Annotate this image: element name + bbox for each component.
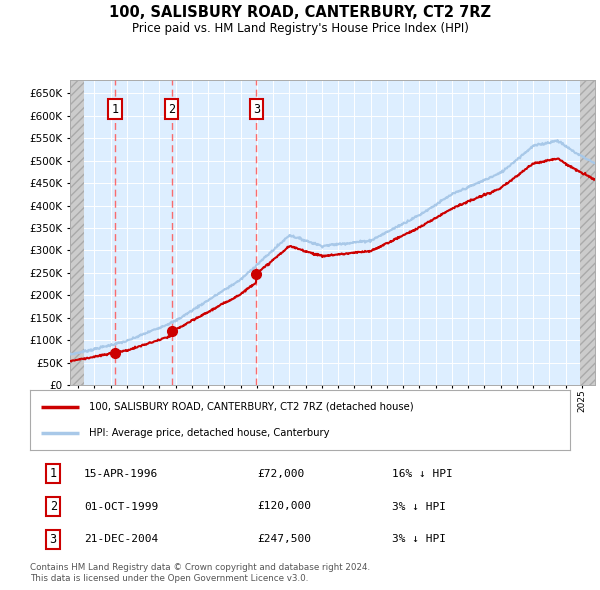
Text: 1: 1 — [112, 103, 119, 116]
Text: 100, SALISBURY ROAD, CANTERBURY, CT2 7RZ: 100, SALISBURY ROAD, CANTERBURY, CT2 7RZ — [109, 5, 491, 19]
Text: Price paid vs. HM Land Registry's House Price Index (HPI): Price paid vs. HM Land Registry's House … — [131, 22, 469, 35]
Text: 1: 1 — [50, 467, 57, 480]
Text: 3: 3 — [253, 103, 260, 116]
Text: 3: 3 — [50, 533, 57, 546]
Text: 16% ↓ HPI: 16% ↓ HPI — [392, 468, 452, 478]
Text: 100, SALISBURY ROAD, CANTERBURY, CT2 7RZ (detached house): 100, SALISBURY ROAD, CANTERBURY, CT2 7RZ… — [89, 402, 414, 412]
Text: £120,000: £120,000 — [257, 502, 311, 512]
Bar — [70, 80, 84, 385]
Text: £72,000: £72,000 — [257, 468, 304, 478]
Text: 01-OCT-1999: 01-OCT-1999 — [84, 502, 158, 512]
Text: 3% ↓ HPI: 3% ↓ HPI — [392, 535, 446, 545]
Text: 21-DEC-2004: 21-DEC-2004 — [84, 535, 158, 545]
Text: This data is licensed under the Open Government Licence v3.0.: This data is licensed under the Open Gov… — [30, 574, 308, 583]
Text: 2: 2 — [50, 500, 57, 513]
Text: Contains HM Land Registry data © Crown copyright and database right 2024.: Contains HM Land Registry data © Crown c… — [30, 563, 370, 572]
Text: 2: 2 — [168, 103, 175, 116]
Text: £247,500: £247,500 — [257, 535, 311, 545]
Bar — [580, 80, 595, 385]
Text: 3% ↓ HPI: 3% ↓ HPI — [392, 502, 446, 512]
Text: HPI: Average price, detached house, Canterbury: HPI: Average price, detached house, Cant… — [89, 428, 330, 438]
Text: 15-APR-1996: 15-APR-1996 — [84, 468, 158, 478]
